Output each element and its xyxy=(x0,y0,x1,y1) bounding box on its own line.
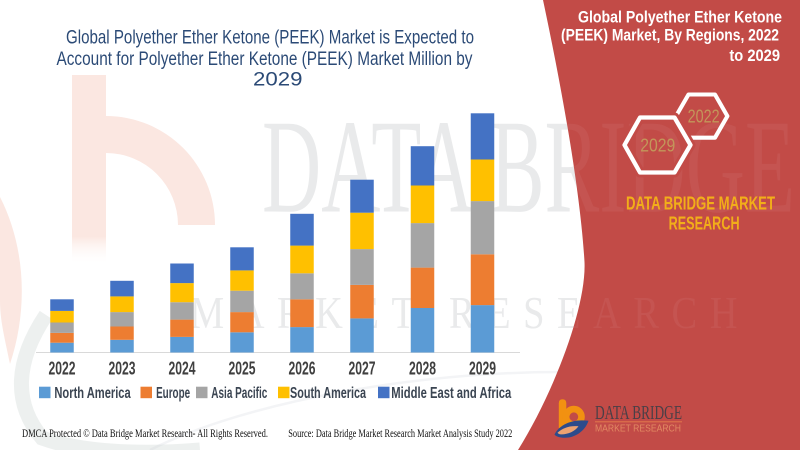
svg-text:Global Polyether Ether Ketone: Global Polyether Ether Ketone xyxy=(578,8,782,27)
svg-text:MARKET RESEARCH: MARKET RESEARCH xyxy=(595,424,681,435)
svg-text:Source: Data Bridge Market Res: Source: Data Bridge Market Research Mark… xyxy=(288,426,512,440)
svg-text:2028: 2028 xyxy=(409,359,436,379)
svg-text:DATA BRIDGE: DATA BRIDGE xyxy=(595,402,682,424)
svg-text:2029: 2029 xyxy=(253,68,303,90)
svg-text:2029: 2029 xyxy=(469,359,496,379)
svg-text:2023: 2023 xyxy=(109,359,136,379)
svg-text:2027: 2027 xyxy=(349,359,376,379)
svg-text:Global Polyether Ether Ketone: Global Polyether Ether Ketone (PEEK) Mar… xyxy=(66,27,474,49)
svg-text:(PEEK) Market, By Regions, 202: (PEEK) Market, By Regions, 2022 xyxy=(561,26,779,45)
svg-text:to 2029: to 2029 xyxy=(729,46,780,65)
svg-text:DATA BRIDGE MARKET: DATA BRIDGE MARKET xyxy=(626,194,775,214)
svg-text:2022: 2022 xyxy=(688,106,720,127)
svg-text:Asia Pacific: Asia Pacific xyxy=(211,385,267,402)
svg-text:2025: 2025 xyxy=(229,359,256,379)
svg-text:Account for Polyether Ether Ke: Account for Polyether Ether Ketone (PEEK… xyxy=(57,48,473,70)
svg-text:Europe: Europe xyxy=(156,385,190,402)
svg-text:North America: North America xyxy=(54,385,130,402)
svg-text:RESEARCH: RESEARCH xyxy=(669,213,740,233)
svg-text:2024: 2024 xyxy=(169,359,196,379)
svg-text:2022: 2022 xyxy=(49,359,76,379)
svg-text:Middle East and Africa: Middle East and Africa xyxy=(391,385,511,402)
svg-text:South America: South America xyxy=(290,385,366,402)
svg-text:DMCA Protected © Data Bridge M: DMCA Protected © Data Bridge Market Rese… xyxy=(22,426,268,440)
svg-text:2029: 2029 xyxy=(640,134,675,155)
svg-text:2026: 2026 xyxy=(289,359,316,379)
